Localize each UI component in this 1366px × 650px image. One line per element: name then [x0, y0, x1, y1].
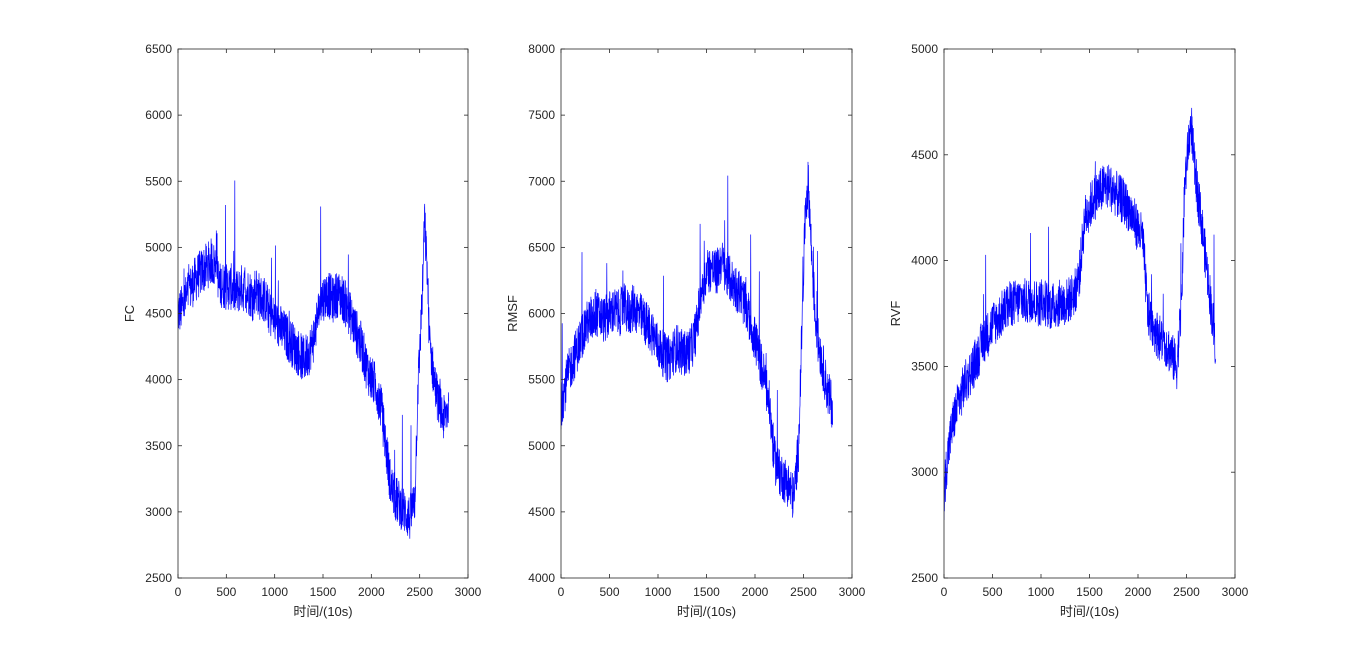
- x-tick-label: 0: [558, 585, 565, 599]
- x-axis-label: 时间/(10s): [293, 604, 352, 619]
- y-tick-label: 5000: [145, 240, 172, 254]
- y-tick-label: 7500: [528, 108, 555, 122]
- y-tick-label: 4500: [911, 148, 938, 162]
- x-tick-label: 0: [941, 585, 948, 599]
- x-tick-label: 1500: [1076, 585, 1103, 599]
- y-axis-label: RVF: [888, 301, 903, 327]
- x-tick-label: 3000: [1222, 585, 1249, 599]
- x-tick-label: 0: [175, 585, 182, 599]
- x-tick-label: 500: [216, 585, 236, 599]
- subplot-2: 0 500 1000 1500 2000 2500 3000 4000 4500 5000 5500…: [505, 42, 866, 619]
- x-tick-label: 3000: [839, 585, 866, 599]
- y-tick-label: 6500: [528, 240, 555, 254]
- x-tick-label: 1000: [645, 585, 672, 599]
- x-tick-label: 500: [599, 585, 619, 599]
- subplot-3: 0 500 1000 1500 2000 2500 3000 2500 3000 3500 4000…: [888, 42, 1249, 619]
- y-tick-label: 7000: [528, 174, 555, 188]
- y-tick-label: 4500: [145, 307, 172, 321]
- y-tick-label: 3000: [911, 465, 938, 479]
- series-line-3: [944, 107, 1216, 521]
- y-tick-label: 3000: [145, 505, 172, 519]
- y-tick-label: 4000: [911, 254, 938, 268]
- y-tick-label: 5000: [911, 42, 938, 56]
- x-tick-label: 2500: [1173, 585, 1200, 599]
- x-tick-label: 2000: [742, 585, 769, 599]
- x-tick-label: 1000: [1028, 585, 1055, 599]
- x-tick-label: 2500: [790, 585, 817, 599]
- series-line-2: [561, 161, 833, 518]
- y-tick-label: 5000: [528, 439, 555, 453]
- y-tick-label: 5500: [145, 174, 172, 188]
- x-tick-label: 500: [982, 585, 1002, 599]
- y-tick-label: 3500: [911, 359, 938, 373]
- x-tick-label: 2000: [358, 585, 385, 599]
- y-tick-label: 8000: [528, 42, 555, 56]
- x-tick-label: 1500: [693, 585, 720, 599]
- x-tick-label: 1500: [310, 585, 337, 599]
- y-axis-label: RMSF: [505, 295, 520, 332]
- y-tick-label: 4000: [145, 373, 172, 387]
- y-tick-label: 6500: [145, 42, 172, 56]
- y-axis-label: FC: [122, 305, 137, 322]
- x-tick-label: 3000: [455, 585, 482, 599]
- y-tick-label: 2500: [145, 571, 172, 585]
- x-tick-label: 2500: [406, 585, 433, 599]
- y-tick-label: 2500: [911, 571, 938, 585]
- y-tick-label: 5500: [528, 373, 555, 387]
- x-axis-label: 时间/(10s): [677, 604, 736, 619]
- y-tick-label: 3500: [145, 439, 172, 453]
- x-tick-label: 1000: [261, 585, 288, 599]
- y-tick-label: 6000: [528, 307, 555, 321]
- y-tick-label: 4000: [528, 571, 555, 585]
- subplot-panels: 0 500 1000 1500 2000 2500 3000 2500 3000 3500 4000…: [122, 42, 1249, 619]
- series-line-1: [178, 180, 450, 539]
- x-tick-label: 2000: [1125, 585, 1152, 599]
- x-axis-label: 时间/(10s): [1060, 604, 1119, 619]
- y-tick-label: 4500: [528, 505, 555, 519]
- y-tick-label: 6000: [145, 108, 172, 122]
- subplot-1: 0 500 1000 1500 2000 2500 3000 2500 3000 3500 4000…: [122, 42, 482, 619]
